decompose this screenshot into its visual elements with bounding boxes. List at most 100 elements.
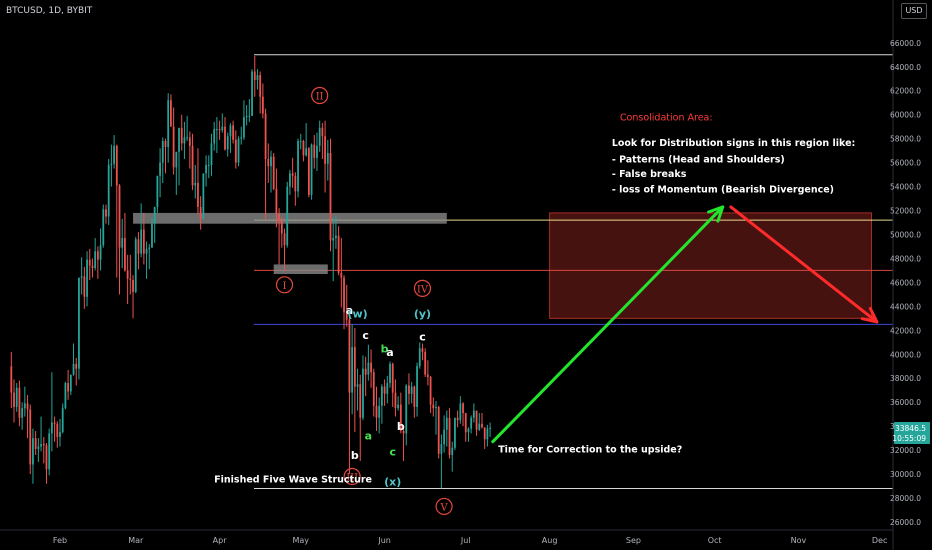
y-tick-label: 28000.0 — [890, 494, 921, 503]
candle — [186, 115, 189, 142]
candle-body — [110, 163, 113, 165]
candle-body — [205, 164, 207, 174]
candle — [64, 381, 67, 410]
candle — [478, 412, 481, 431]
candle — [94, 238, 97, 271]
candle — [69, 374, 72, 396]
candle — [13, 379, 15, 423]
y-tick-label: 66000.0 — [890, 39, 921, 48]
y-tick-label: 36000.0 — [890, 398, 921, 407]
wave-sublabel: a — [386, 346, 393, 359]
candle-body — [251, 71, 253, 116]
candle — [489, 422, 491, 437]
candle-body — [305, 148, 308, 156]
candle-body — [13, 392, 15, 407]
wave-label-III: III — [343, 467, 361, 486]
candle-body — [226, 136, 229, 150]
candle — [432, 397, 435, 417]
candle — [410, 381, 413, 404]
candle-body — [248, 115, 251, 117]
annotation-text: Time for Correction to the upside? — [498, 445, 682, 456]
candle-body — [405, 385, 408, 434]
y-tick-label: 42000.0 — [890, 326, 921, 335]
wave-label-V: V — [435, 497, 453, 516]
candle-body — [413, 386, 416, 407]
candle-body — [188, 137, 191, 146]
candle — [299, 133, 302, 150]
candle — [380, 384, 383, 424]
candle — [105, 204, 107, 224]
candle — [294, 172, 297, 206]
candle-body — [280, 220, 283, 234]
candle-body — [337, 235, 340, 273]
wave-label-IV: IV — [413, 279, 432, 297]
candle-body — [75, 363, 78, 369]
candle — [448, 408, 451, 459]
candle-body — [343, 277, 345, 313]
candle — [215, 117, 218, 154]
currency-button[interactable]: USD — [901, 3, 927, 19]
candle — [470, 415, 473, 434]
wave-sublabel: a — [365, 430, 372, 443]
wave-sublabel: c — [362, 329, 369, 342]
candle-body — [294, 175, 297, 192]
wave-sublabel: (y) — [414, 308, 431, 321]
price-axis[interactable]: 26000.028000.030000.032000.034000.036000… — [890, 39, 921, 527]
candle-body — [183, 137, 186, 144]
candle — [307, 147, 310, 198]
x-tick-label: Nov — [791, 536, 807, 545]
candle — [445, 410, 448, 447]
candle — [486, 424, 489, 447]
candle — [353, 327, 356, 433]
candle — [72, 343, 75, 376]
sr-box-1 — [133, 212, 447, 224]
last-price-value: 33846.5 — [895, 424, 926, 433]
candle — [370, 349, 372, 388]
candle — [264, 108, 267, 219]
candle-body — [454, 417, 456, 448]
candle — [251, 69, 253, 116]
candle-body — [121, 238, 124, 248]
candle-body — [307, 148, 310, 195]
candle-body — [470, 417, 473, 429]
y-tick-label: 48000.0 — [890, 254, 921, 263]
candle — [267, 143, 270, 183]
candle-body — [464, 412, 467, 433]
candle-body — [221, 126, 224, 131]
candle-body — [378, 405, 381, 418]
candle-body — [264, 113, 267, 160]
zones-layer — [549, 212, 872, 319]
candle-body — [253, 71, 256, 80]
candle — [26, 395, 29, 439]
candle-body — [435, 406, 437, 409]
candle-body — [156, 175, 159, 207]
candle — [340, 238, 343, 308]
candle — [451, 441, 454, 472]
candle — [137, 232, 140, 270]
candle — [121, 218, 124, 269]
annotation-text: - Patterns (Head and Shoulders) — [612, 155, 785, 166]
candle — [389, 361, 391, 388]
candle-body — [107, 164, 110, 217]
candle — [424, 348, 427, 378]
candle — [302, 139, 305, 162]
candle-body — [178, 127, 180, 152]
down-projection-arrow — [729, 205, 879, 324]
candle-body — [340, 272, 343, 278]
candle — [50, 372, 53, 452]
candle — [37, 438, 40, 463]
candle-body — [440, 444, 443, 454]
time-axis[interactable]: Feb Mar Apr May Jun Jul Aug Sep Oct Nov Dec — [53, 536, 887, 545]
candles-layer — [10, 55, 491, 489]
candle — [459, 396, 462, 424]
candle — [164, 138, 167, 174]
candle — [378, 397, 381, 434]
candle-body — [96, 251, 99, 260]
candle — [61, 403, 64, 434]
candle — [183, 121, 186, 160]
candle — [397, 396, 400, 411]
candle-body — [432, 404, 435, 409]
candle — [329, 138, 332, 252]
candle — [261, 83, 264, 119]
